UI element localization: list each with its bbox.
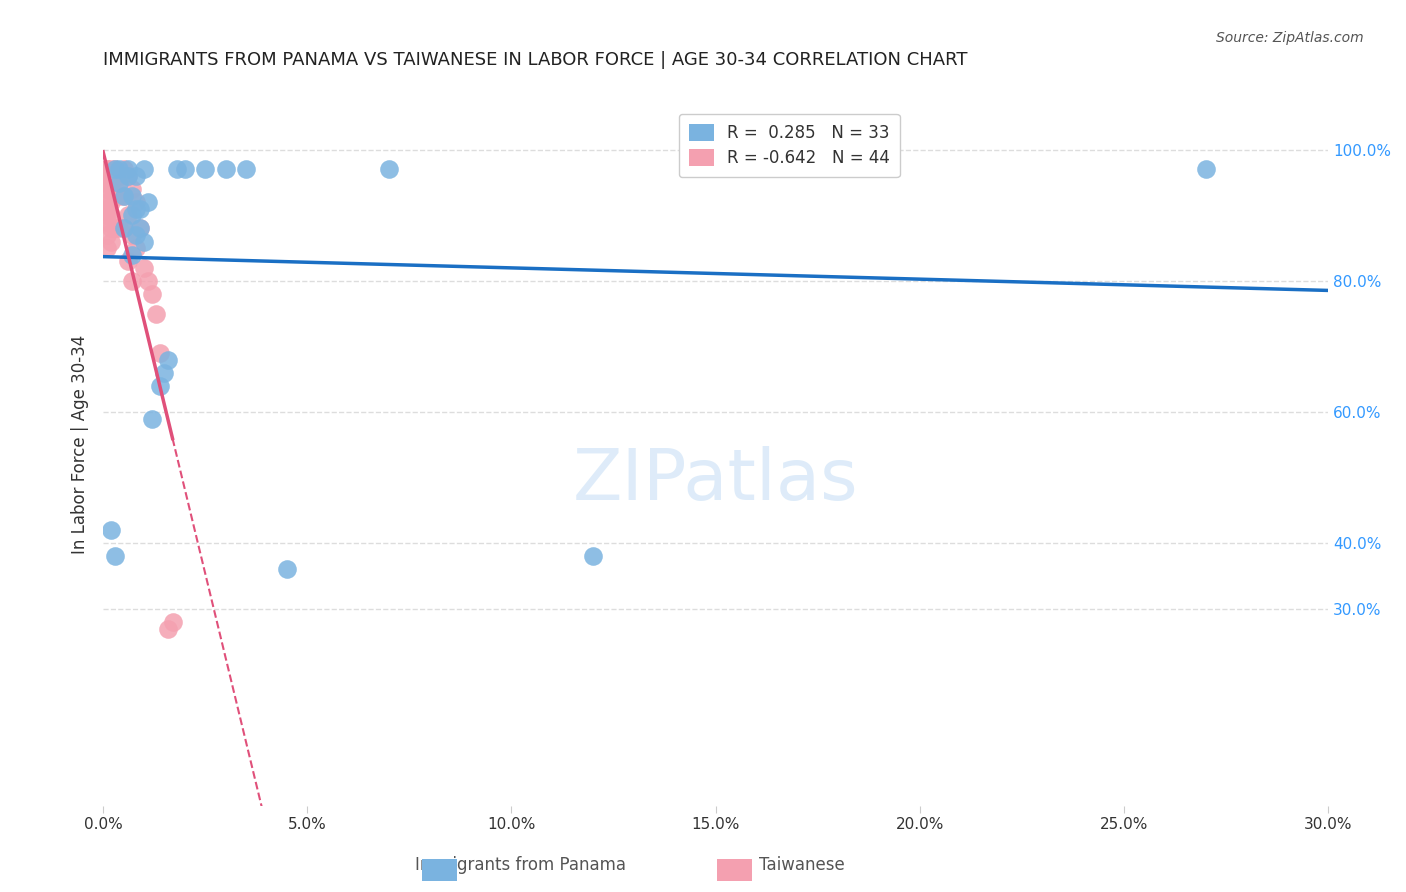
Point (96, 208, 118, 222)
Point (128, 202, 150, 216)
Legend: R =  0.285   N = 33, R = -0.642   N = 44: R = 0.285 N = 33, R = -0.642 N = 44 (679, 114, 900, 178)
Point (96, 195, 118, 210)
Text: Source: ZipAtlas.com: Source: ZipAtlas.com (1216, 31, 1364, 45)
Point (117, 208, 139, 222)
Point (96, 202, 118, 216)
Point (108, 221, 131, 235)
Point (112, 221, 135, 235)
Point (121, 188, 143, 202)
Text: Immigrants from Panama: Immigrants from Panama (415, 856, 626, 874)
Point (108, 176, 131, 190)
Point (112, 221, 135, 235)
Point (96, 176, 118, 190)
Point (112, 188, 135, 202)
Point (128, 221, 150, 235)
Point (108, 162, 131, 177)
Point (125, 169, 148, 183)
Point (96, 162, 118, 177)
Text: Taiwanese: Taiwanese (759, 856, 844, 874)
Point (582, 549, 605, 564)
Point (157, 622, 180, 636)
Point (100, 162, 122, 177)
Point (194, 162, 217, 177)
Point (96, 182, 118, 196)
Point (128, 221, 150, 235)
Point (378, 162, 401, 177)
Point (136, 274, 159, 288)
Point (100, 208, 122, 222)
Point (96, 241, 118, 255)
Point (100, 235, 122, 249)
Point (108, 188, 131, 202)
Point (112, 188, 135, 202)
Point (125, 227, 148, 242)
Point (149, 346, 172, 360)
Point (117, 162, 139, 177)
Point (117, 169, 139, 183)
Point (121, 274, 143, 288)
Text: ZIPatlas: ZIPatlas (572, 446, 859, 516)
Point (96, 169, 118, 183)
Point (100, 523, 122, 537)
Point (96, 215, 118, 229)
Point (108, 169, 131, 183)
Y-axis label: In Labor Force | Age 30-34: In Labor Force | Age 30-34 (72, 335, 89, 555)
Point (100, 195, 122, 210)
Point (104, 549, 127, 564)
Text: IMMIGRANTS FROM PANAMA VS TAIWANESE IN LABOR FORCE | AGE 30-34 CORRELATION CHART: IMMIGRANTS FROM PANAMA VS TAIWANESE IN L… (103, 51, 967, 69)
Point (166, 162, 188, 177)
Point (125, 202, 148, 216)
Point (132, 235, 155, 249)
Point (125, 241, 148, 255)
Point (157, 352, 180, 367)
Point (121, 247, 143, 261)
Point (136, 195, 159, 210)
Point (104, 221, 127, 235)
Point (162, 615, 184, 629)
Point (276, 562, 298, 576)
Point (125, 195, 148, 210)
Point (141, 287, 163, 301)
Point (96, 227, 118, 242)
Point (117, 169, 139, 183)
Point (132, 162, 155, 177)
Point (112, 162, 135, 177)
Point (104, 188, 127, 202)
Point (100, 182, 122, 196)
Point (104, 176, 127, 190)
Point (153, 366, 176, 380)
Point (173, 162, 195, 177)
Point (145, 307, 167, 321)
Point (1194, 162, 1216, 177)
Point (121, 182, 143, 196)
Point (117, 254, 139, 268)
Point (149, 379, 172, 393)
Point (121, 227, 143, 242)
Point (96, 162, 118, 177)
Point (141, 411, 163, 425)
Point (214, 162, 236, 177)
Point (104, 162, 127, 177)
Point (235, 162, 257, 177)
Point (104, 162, 127, 177)
Point (100, 221, 122, 235)
Point (132, 260, 155, 275)
Point (100, 169, 122, 183)
Point (121, 208, 143, 222)
